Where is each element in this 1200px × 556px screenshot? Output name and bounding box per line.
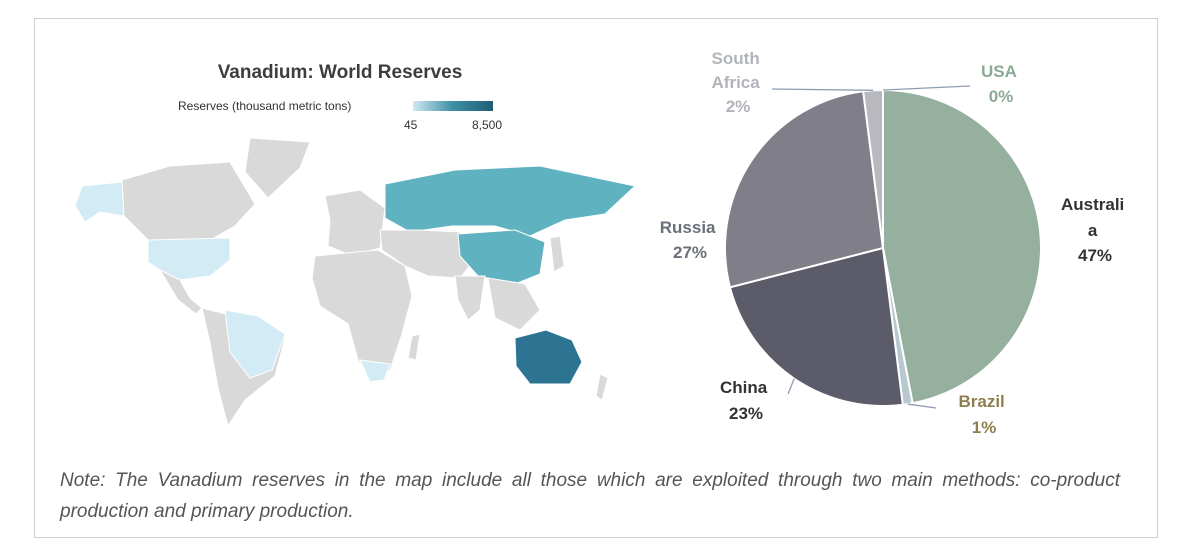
country-china [457,229,546,285]
legend-color-bar [413,101,493,111]
region-southeast-asia [487,277,541,331]
country-india [454,275,486,321]
pie-slice-australi-a [882,88,1042,405]
country-russia [384,165,637,237]
pie-label-russia: Russia 27% [660,218,720,262]
australia-label-part-2: a [1088,221,1098,240]
legend-max: 8,500 [472,118,503,132]
country-usa [147,237,231,281]
figure-frame [34,18,1158,538]
country-new-zealand [595,373,609,401]
region-europe [324,189,386,257]
pie-slice-china [728,246,904,407]
leader-line-china [787,378,795,395]
pie-slice-russia [724,90,885,289]
pie-chart: USA 0% Australi a 47% Brazil 1% China 23… [660,49,1129,437]
country-canada [121,161,256,241]
world-map [74,138,637,428]
country-australia [514,329,583,385]
pie-label-usa: USA 0% [981,62,1021,106]
pie-label-australia: Australi a 47% [1061,195,1129,265]
pie-label-china: China 23% [720,378,772,423]
legend-min: 45 [404,118,418,132]
country-japan [549,235,565,273]
footnote: Note: The Vanadium reserves in the map i… [60,470,1120,522]
country-madagascar [407,333,421,361]
legend-label: Reserves (thousand metric tons) [178,99,352,113]
country-alaska [74,181,125,223]
south-africa-label-part-1: South [712,49,760,68]
leader-line-brazil [907,403,937,409]
map-title: Vanadium: World Reserves [217,62,463,83]
australia-label-part-1: Australi [1061,195,1124,214]
pie-label-south-africa: South Africa 2% [712,49,765,116]
country-brazil [224,309,286,379]
leader-line-south-africa [771,88,874,91]
pie-label-brazil: Brazil 1% [958,392,1009,437]
leader-line-usa [882,85,971,91]
south-africa-label-part-2: Africa [712,73,761,92]
country-greenland [244,138,311,199]
country-south-africa [359,359,391,383]
